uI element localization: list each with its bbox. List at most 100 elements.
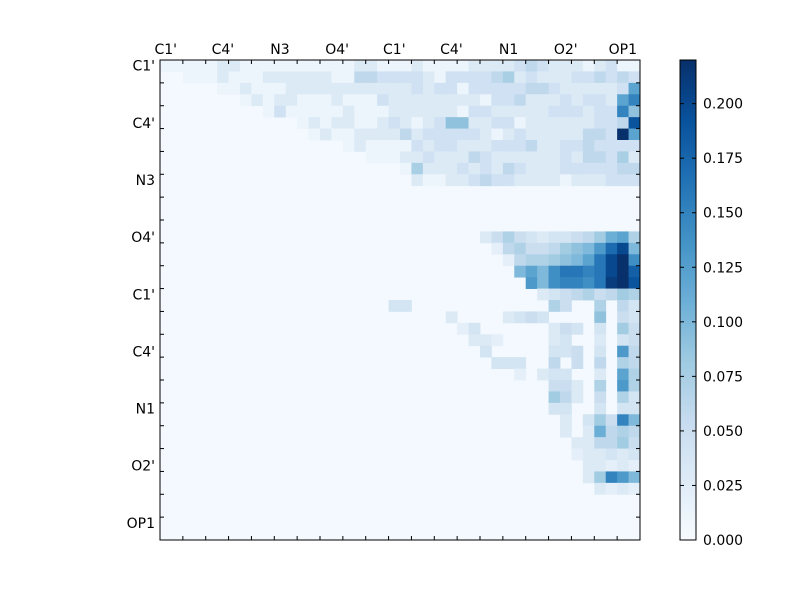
heatmap-cell — [400, 300, 412, 312]
heatmap-cell — [502, 94, 515, 107]
heatmap-cell — [502, 242, 515, 255]
heatmap-cell — [628, 322, 641, 335]
heatmap-cell — [468, 94, 481, 107]
heatmap-cell — [502, 128, 515, 141]
heatmap-cell — [628, 482, 641, 495]
heatmap-cell — [468, 162, 481, 175]
heatmap-cell — [582, 82, 595, 95]
heatmap-cell — [560, 71, 572, 84]
heatmap-cell — [628, 357, 641, 369]
heatmap-cell — [582, 71, 595, 84]
heatmap-cell — [411, 128, 424, 141]
heatmap-cell — [548, 334, 561, 347]
heatmap-cell — [582, 151, 595, 164]
heatmap-cell — [354, 140, 367, 152]
heatmap-cell — [571, 151, 584, 164]
heatmap-cell — [491, 334, 504, 347]
heatmap-cell — [617, 437, 629, 449]
heatmap-cell — [285, 60, 298, 72]
heatmap-cell — [617, 345, 629, 358]
heatmap-cell — [434, 140, 447, 152]
heatmap-cell — [354, 71, 367, 84]
heatmap-cell — [628, 437, 641, 449]
heatmap-cell — [480, 60, 492, 72]
heatmap-cell — [388, 151, 401, 164]
heatmap-cell — [548, 117, 561, 129]
heatmap-cell — [537, 140, 549, 152]
heatmap-cell — [582, 425, 595, 438]
heatmap-cell — [468, 105, 481, 118]
heatmap-cell — [342, 140, 355, 152]
heatmap-cell — [514, 105, 527, 118]
heatmap-cell — [377, 117, 389, 129]
heatmap-cell — [628, 414, 641, 427]
heatmap-cell — [594, 128, 607, 141]
heatmap-cell — [514, 71, 527, 84]
heatmap-cell — [617, 311, 629, 324]
heatmap-cell — [617, 368, 629, 381]
heatmap-cell — [480, 151, 492, 164]
heatmap-cell — [628, 128, 641, 141]
heatmap-cell — [617, 288, 629, 301]
heatmap-cell — [571, 162, 584, 175]
heatmap-cell — [525, 231, 538, 244]
heatmap-cell — [560, 117, 572, 129]
heatmap-cell — [617, 482, 629, 495]
heatmap-cell — [182, 71, 195, 84]
heatmap-cell — [560, 402, 572, 415]
heatmap-cell — [411, 82, 424, 95]
heatmap-cell — [308, 105, 321, 118]
heatmap-cell — [560, 105, 572, 118]
heatmap-cell — [594, 60, 607, 72]
heatmap-cell — [605, 140, 618, 152]
heatmap-cell — [605, 162, 618, 175]
heatmap-cell — [468, 334, 481, 347]
heatmap-cell — [514, 60, 527, 72]
heatmap-cell — [537, 82, 549, 95]
heatmap-cell — [365, 94, 378, 107]
heatmap-cell — [560, 254, 572, 267]
heatmap-cell — [617, 151, 629, 164]
heatmap-cell — [605, 414, 618, 427]
heatmap-cell — [308, 71, 321, 84]
heatmap-cell — [365, 117, 378, 129]
heatmap-cell — [320, 71, 332, 84]
heatmap-cell — [582, 162, 595, 175]
heatmap-cell — [262, 82, 275, 95]
heatmap-cell — [434, 105, 447, 118]
heatmap-cell — [468, 128, 481, 141]
heatmap-cell — [354, 117, 367, 129]
heatmap-cell — [605, 288, 618, 301]
heatmap-cell — [560, 231, 572, 244]
y-tick-label: OP1 — [127, 516, 155, 532]
heatmap-cell — [560, 288, 572, 301]
heatmap-cell — [457, 82, 469, 95]
heatmap-cell — [594, 368, 607, 381]
heatmap-cell — [240, 82, 252, 95]
heatmap-cell — [548, 300, 561, 312]
heatmap-cell — [628, 368, 641, 381]
heatmap-cell — [628, 334, 641, 347]
heatmap-cell — [537, 231, 549, 244]
heatmap-cell — [445, 94, 458, 107]
heatmap-cell — [251, 71, 264, 84]
heatmap-cell — [571, 117, 584, 129]
heatmap-cell — [605, 71, 618, 84]
heatmap-cell — [571, 391, 584, 404]
heatmap-cell — [434, 174, 447, 187]
heatmap-cell — [605, 117, 618, 129]
heatmap-cell — [582, 471, 595, 484]
heatmap-cell — [445, 140, 458, 152]
heatmap-cell — [457, 140, 469, 152]
heatmap-cell — [560, 162, 572, 175]
heatmap-cell — [548, 265, 561, 278]
heatmap-cell — [571, 231, 584, 244]
y-tick-label: N1 — [136, 402, 155, 418]
heatmap-cell — [594, 265, 607, 278]
heatmap-cell — [628, 345, 641, 358]
heatmap-cell — [502, 71, 515, 84]
heatmap-cell — [582, 60, 595, 72]
heatmap-cell — [560, 345, 572, 358]
heatmap-cell — [354, 105, 367, 118]
heatmap-cell — [525, 265, 538, 278]
